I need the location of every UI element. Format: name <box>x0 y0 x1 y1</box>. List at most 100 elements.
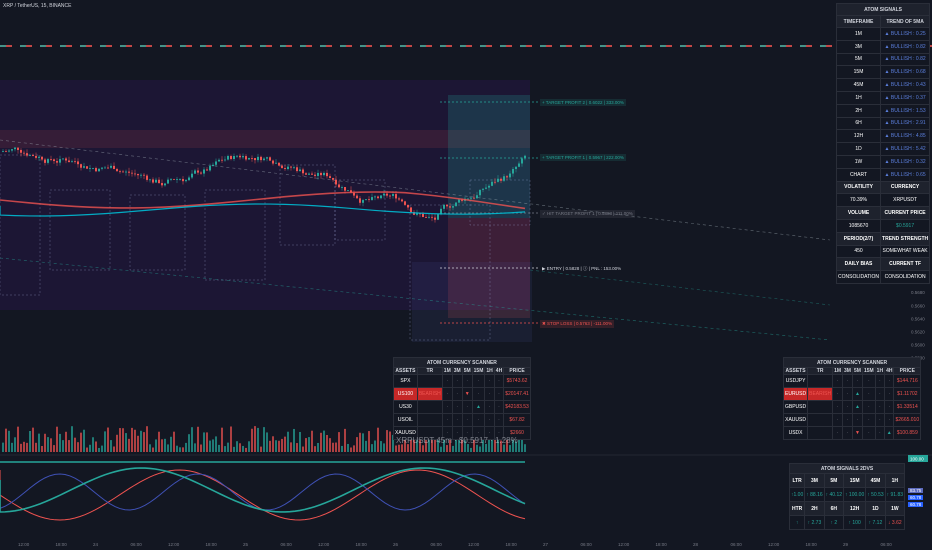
lower-trendline <box>0 257 831 341</box>
volume-bar <box>131 427 133 452</box>
stat-value-row: CONSOLIDATION CONSOLIDATION <box>835 270 931 284</box>
candle-body <box>41 156 43 160</box>
volume-bar <box>356 437 358 452</box>
volume-bar <box>464 440 466 452</box>
volume-bar <box>71 426 73 452</box>
signal-timeframe: 5M <box>835 52 882 67</box>
volume-bar <box>488 431 490 452</box>
candle-body <box>206 169 208 171</box>
scanner-cell: · <box>451 413 463 427</box>
volume-bar <box>455 430 457 452</box>
volume-bar <box>236 441 238 452</box>
target-profit-1-label: + TARGET PROFIT 1 | 0.5967 | 222.00% <box>540 154 626 161</box>
candle-body <box>71 161 73 163</box>
volume-bar <box>401 444 403 452</box>
candle-body <box>482 188 484 190</box>
scanner-cell: · <box>484 374 495 388</box>
candle-body <box>83 166 85 168</box>
scanner-cell: · <box>842 426 853 440</box>
osc-red-line <box>0 469 526 521</box>
signal-timeframe: 3M <box>835 39 882 54</box>
scanner-row: EURUSD BEARISH · · ▲ · · · $1.11702 <box>782 387 922 401</box>
scanner-asset: USDJPY <box>782 374 809 388</box>
scanner-header-row: ASSETS TR 1M 3M 5M 15M 1H 4H PRICE <box>782 367 922 375</box>
volume-bar <box>302 446 304 452</box>
volume-bar <box>149 444 151 452</box>
candle-body <box>302 169 304 174</box>
volume-bar <box>434 432 436 452</box>
volume-bar <box>14 437 16 452</box>
scanner-cell: · <box>874 374 886 388</box>
signals2-cell: HTR <box>788 501 806 516</box>
profit-zone <box>448 95 530 218</box>
candle-body <box>197 170 199 173</box>
scanner-col-header: 3M <box>842 367 853 375</box>
volume-bar <box>173 431 175 452</box>
volume-bar <box>38 433 40 452</box>
candle-body <box>50 159 52 160</box>
scanner-asset: US100 <box>393 387 418 401</box>
volume-bar <box>461 428 463 452</box>
scanner-cell: · <box>451 400 463 414</box>
candle-body <box>443 204 445 209</box>
candle-body <box>128 171 130 173</box>
candle-body <box>257 156 259 161</box>
background-zones <box>0 45 932 342</box>
time-tick-label: 12:00 <box>318 542 330 547</box>
candle-body <box>230 156 232 160</box>
candle-body <box>233 156 235 160</box>
scanner-asset: GBPUSD <box>782 400 809 414</box>
volume-bar <box>317 442 319 452</box>
scanner-cell: · <box>493 426 505 440</box>
volume-bar <box>74 437 76 452</box>
candle-body <box>272 160 274 164</box>
volume-bar <box>305 438 307 452</box>
scanner-price: $20147.41 <box>503 387 531 401</box>
volume-bar <box>35 442 37 452</box>
scanner-trend <box>416 426 443 440</box>
signals2-cell: 1H <box>884 473 906 488</box>
candle-body <box>155 179 157 183</box>
volume-bar <box>353 445 355 452</box>
volume-bar <box>335 442 337 452</box>
volume-bar <box>230 426 232 452</box>
signals2-cell: ↑1.00 <box>788 487 806 502</box>
volume-bar <box>458 434 460 452</box>
candle-body <box>20 149 22 153</box>
signal-trend: ▲ BULLISH : 0.82 <box>880 39 931 54</box>
candle-body <box>389 195 391 197</box>
osc-tag <box>908 455 928 462</box>
volume-bar <box>92 437 94 452</box>
candle-body <box>251 158 253 159</box>
scanner-cell: · <box>832 413 844 427</box>
volume-bar <box>83 429 85 452</box>
signals2-cell: ↑ 100.00 <box>843 487 867 502</box>
volume-bar <box>263 427 265 452</box>
scanner-row: SPX · · · · · · $5743.62 <box>393 374 531 388</box>
structure-box-4 <box>279 164 336 246</box>
volume-bar <box>227 442 229 452</box>
volume-bar <box>182 447 184 452</box>
candle-body <box>425 217 427 218</box>
volume-bar <box>389 431 391 452</box>
candle-body <box>494 181 496 183</box>
candle-body <box>203 169 205 174</box>
signals2-cell: 6H <box>823 501 845 516</box>
time-tick-label: 27 <box>543 542 549 547</box>
candle-body <box>458 199 460 203</box>
scanner-cell: · <box>874 400 886 414</box>
volume-bar <box>164 438 166 452</box>
volume-bar <box>500 440 502 452</box>
signal-row: 45M ▲ BULLISH : 0.43 <box>835 78 931 92</box>
volume-bar <box>290 442 292 452</box>
volume-bar <box>56 426 58 452</box>
scanner-cell: · <box>484 387 495 401</box>
price-tick-label: 0.5640 <box>911 316 925 321</box>
volume-bar <box>107 427 109 452</box>
time-tick-label: 18:00 <box>56 542 68 547</box>
volume-bar <box>26 442 28 452</box>
candle-body <box>476 195 478 199</box>
scanner-row: USDX · · ▼ · · ▲ $100.859 <box>782 426 922 440</box>
candle-body <box>368 199 370 201</box>
